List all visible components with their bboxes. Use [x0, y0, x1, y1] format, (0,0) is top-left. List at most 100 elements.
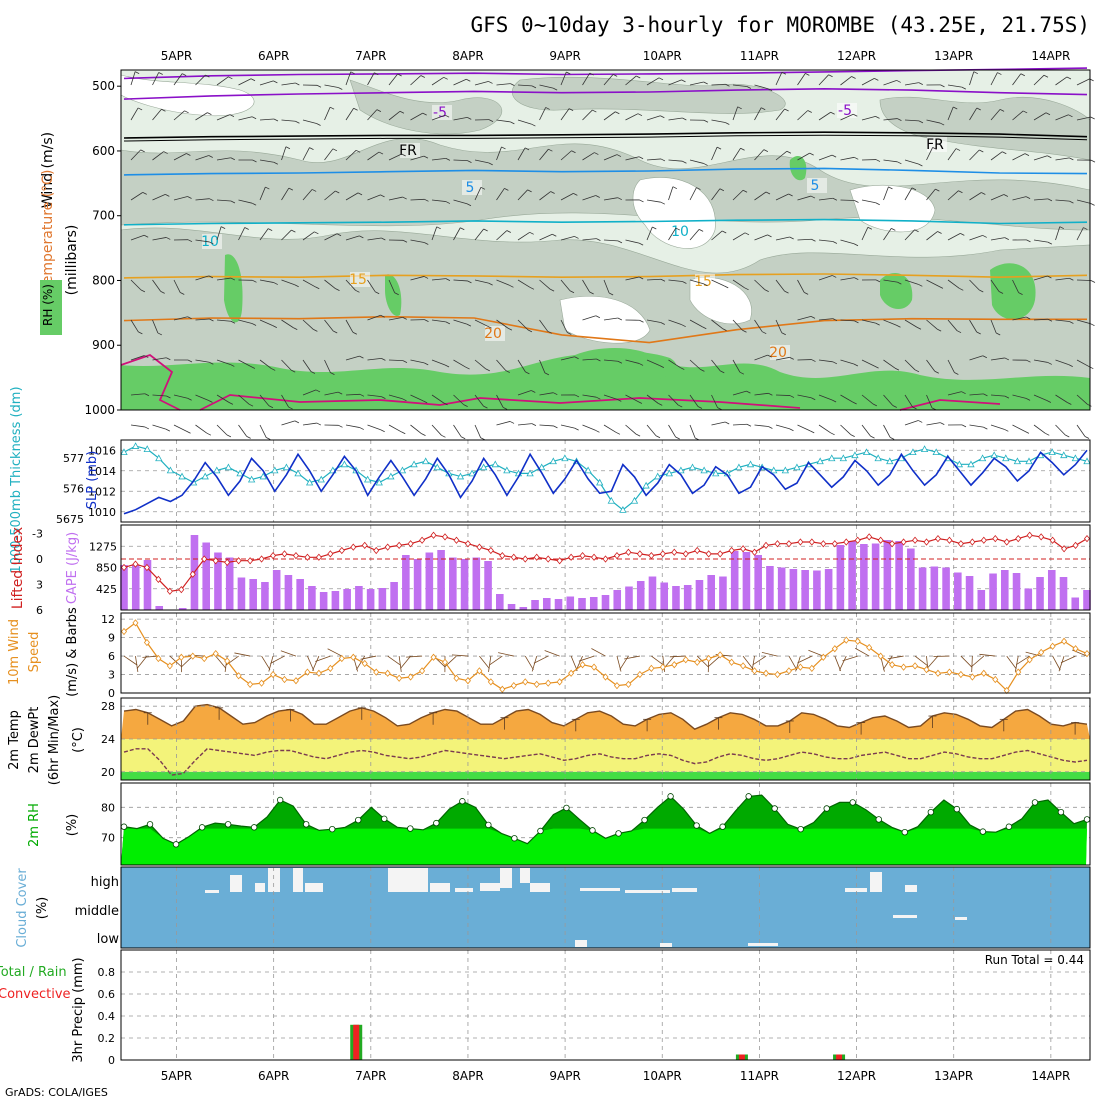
wind-barb-flag	[875, 202, 880, 206]
wind-barb-flag	[870, 435, 875, 439]
wind-barb-10m	[1006, 655, 1017, 670]
thickness-tick-label: 577	[63, 452, 84, 465]
wind-barb-10m	[834, 655, 842, 672]
wind-speed-marker	[545, 679, 552, 687]
wind-barb-flag	[959, 287, 964, 291]
thickness-marker	[317, 475, 325, 483]
lifted-index-marker	[270, 551, 277, 560]
wind-barb	[216, 157, 231, 161]
wind-barb-flag	[1004, 428, 1009, 432]
wind-barb-flag	[891, 228, 896, 231]
wind-barb-flag	[803, 291, 809, 295]
wind-barb-flag	[595, 429, 600, 433]
lifted-index-marker	[522, 555, 529, 563]
wind-speed-marker	[969, 673, 976, 681]
wind-barb	[818, 275, 833, 281]
wind-barb	[1055, 359, 1069, 365]
wind-speed-marker	[900, 663, 907, 671]
wind-barb-flag	[548, 148, 553, 152]
wind-barb	[539, 424, 554, 427]
wind-barb	[453, 359, 466, 368]
rh2m-marker	[823, 805, 830, 812]
lifted-index-marker	[934, 534, 941, 543]
precip-run-total: Run Total = 0.44	[985, 953, 1084, 967]
wind-barb-flag	[616, 154, 622, 157]
wind-barb-flag	[764, 289, 769, 292]
wind-speed-marker	[568, 669, 575, 677]
wind-speed-marker	[808, 664, 815, 673]
wind-barb-flag	[1045, 432, 1050, 436]
wind-barb-flag	[359, 355, 364, 359]
wind-barb	[668, 79, 682, 86]
thickness-marker	[410, 460, 418, 468]
plots-group: 5APR 5APR 6APR 6APR 7APR 7APR 8APR 8APR 9APR 9APR…	[0, 49, 1096, 1083]
cape-bar	[554, 599, 563, 610]
rh2m-marker	[563, 804, 570, 812]
contour-label-bg	[485, 326, 505, 341]
wind-barb-flag	[1047, 198, 1053, 202]
wind-barb	[130, 393, 145, 396]
wind-barb-flag	[832, 275, 837, 278]
cape-bar	[883, 540, 892, 610]
wind-barb	[732, 232, 746, 241]
contour-label-bg	[770, 345, 790, 360]
wind-barb-flag	[186, 153, 191, 156]
wind-barb	[775, 319, 783, 333]
rh2m-marker	[120, 823, 128, 830]
wind-barb-flag	[786, 150, 792, 154]
wind-barb	[775, 72, 783, 86]
wind-barb	[861, 394, 874, 405]
wind-barb-flag	[207, 112, 212, 115]
wind-barb	[969, 71, 975, 86]
ylabel-lifted-index: Lifted Index	[10, 527, 26, 609]
wind-barb-10m	[479, 655, 490, 669]
wind-barb	[904, 159, 919, 165]
date-label-bottom: 9APR	[549, 1069, 580, 1083]
wind-barb	[646, 424, 657, 436]
wind-barb	[732, 106, 739, 121]
precip-tick-label: 0.8	[98, 966, 116, 979]
cape-bar	[683, 585, 692, 610]
wind-barb-flag	[682, 160, 687, 164]
wind-speed-marker	[247, 680, 254, 689]
thickness-marker	[862, 448, 871, 456]
wind-speed-marker	[957, 670, 964, 679]
lifted-index-marker	[774, 540, 781, 548]
cape-tick-label: 850	[96, 562, 117, 575]
date-label-bottom: 11APR	[740, 1069, 779, 1083]
rh2m-marker	[537, 827, 544, 835]
wind-barb-flag	[1065, 434, 1070, 438]
wind-speed-marker	[831, 645, 838, 653]
thickness-tick-label: 576	[63, 483, 84, 496]
wind-barb	[453, 78, 467, 86]
thickness-marker	[584, 466, 592, 474]
chart-title: GFS 0~10day 3-hourly for MOROMBE (43.25E…	[470, 13, 1090, 37]
wind-barb-flag	[854, 277, 859, 280]
wind-barb-10m	[498, 652, 514, 657]
wind-barb	[883, 279, 898, 283]
wind-barb-10m	[524, 655, 534, 671]
wind-barb-flag	[852, 401, 857, 405]
thickness-marker	[712, 469, 720, 477]
wind-barb	[754, 149, 765, 161]
wind-barb	[281, 359, 292, 371]
thickness-marker	[1013, 457, 1022, 465]
wind-speed-marker	[602, 673, 609, 681]
wind-barb	[775, 108, 785, 121]
wind-barb	[367, 279, 376, 292]
wind-barb-flag	[936, 328, 942, 332]
wind-barb-10m	[971, 656, 973, 673]
wind-barb-flag	[401, 431, 406, 435]
wind-barb	[1012, 110, 1024, 121]
wind-barb-flag	[1068, 114, 1073, 118]
wind-speed-marker	[419, 667, 426, 675]
wind-barb-flag	[853, 113, 858, 117]
wind-barb-flag	[744, 287, 749, 291]
wind-barb-flag	[138, 331, 143, 335]
wind-barb	[625, 75, 637, 86]
cape-bar	[789, 569, 798, 610]
wind-barb	[947, 106, 954, 121]
wind-speed-marker	[487, 678, 494, 686]
wind-barb	[560, 236, 575, 241]
wind-speed-marker	[510, 681, 517, 690]
